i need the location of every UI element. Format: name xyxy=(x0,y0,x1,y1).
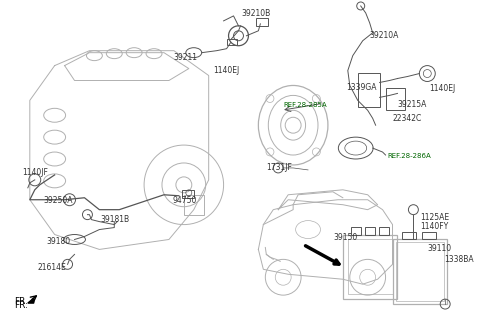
Bar xyxy=(351,227,360,235)
Bar xyxy=(256,18,268,26)
Text: 39110: 39110 xyxy=(427,244,451,254)
Text: 39180: 39180 xyxy=(47,236,71,245)
Text: 22342C: 22342C xyxy=(393,114,422,123)
Text: 1140EJ: 1140EJ xyxy=(214,66,240,74)
Bar xyxy=(348,239,393,294)
Text: 94750: 94750 xyxy=(173,196,197,205)
Text: FR.: FR. xyxy=(14,297,28,306)
Bar xyxy=(227,39,237,45)
Bar xyxy=(393,239,447,304)
Bar xyxy=(422,231,436,239)
Text: 1338BA: 1338BA xyxy=(444,256,474,264)
Text: REF.28-285A: REF.28-285A xyxy=(283,102,327,108)
Bar xyxy=(358,73,380,107)
Text: 21614E: 21614E xyxy=(38,263,67,272)
Text: 1140FY: 1140FY xyxy=(420,222,449,230)
Bar xyxy=(385,88,406,110)
Text: 39210B: 39210B xyxy=(241,9,271,18)
Text: 39215A: 39215A xyxy=(397,100,427,109)
Bar xyxy=(365,227,374,235)
Bar xyxy=(343,235,397,299)
Text: REF.28-286A: REF.28-286A xyxy=(387,153,432,159)
Text: 39181B: 39181B xyxy=(100,215,130,224)
Bar xyxy=(184,195,204,215)
Text: 1140EJ: 1140EJ xyxy=(429,84,456,94)
Text: 1339GA: 1339GA xyxy=(346,83,376,93)
Text: FR.: FR. xyxy=(14,301,28,310)
Polygon shape xyxy=(28,298,34,303)
Text: 39150: 39150 xyxy=(334,233,358,242)
Text: 39211: 39211 xyxy=(174,53,198,62)
Text: 1140JF: 1140JF xyxy=(22,168,48,177)
Bar xyxy=(396,243,444,301)
Bar xyxy=(379,227,388,235)
Bar xyxy=(182,190,194,198)
Text: 1731JF: 1731JF xyxy=(266,163,292,172)
Text: 39210A: 39210A xyxy=(370,31,399,40)
Text: 39250A: 39250A xyxy=(44,196,73,205)
Text: 1125AE: 1125AE xyxy=(420,213,449,222)
Bar xyxy=(402,231,416,239)
